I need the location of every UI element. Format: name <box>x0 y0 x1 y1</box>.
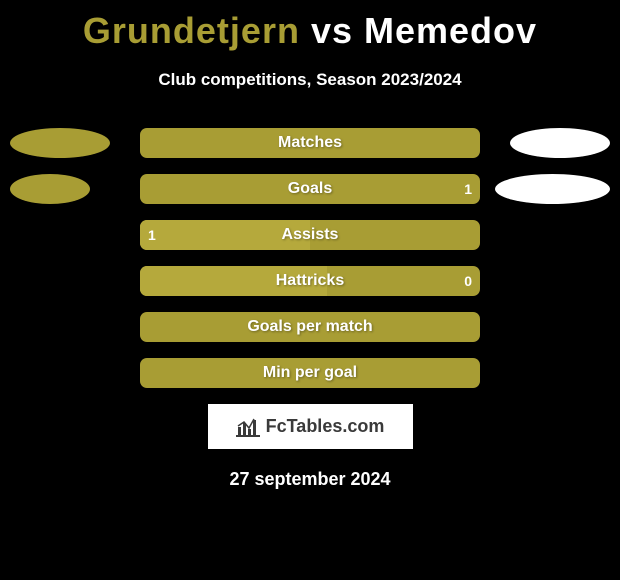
chart-icon <box>236 417 260 437</box>
right-ellipse <box>495 174 610 204</box>
logo-text: FcTables.com <box>266 416 385 437</box>
stat-row: Matches <box>0 128 620 158</box>
bar-label: Goals per match <box>247 318 372 335</box>
stat-bar: Hattricks 0 <box>140 266 480 296</box>
subtitle: Club competitions, Season 2023/2024 <box>0 70 620 90</box>
stat-bar: Goals per match <box>140 312 480 342</box>
stat-row: Hattricks 0 <box>0 266 620 296</box>
stats-area: Matches Goals 1 1 Assists Hattricks <box>0 128 620 388</box>
page-title: Grundetjern vs Memedov <box>0 0 620 52</box>
bar-value-right: 0 <box>464 266 472 296</box>
stat-bar: Matches <box>140 128 480 158</box>
title-player2: Memedov <box>364 10 537 51</box>
stat-row: 1 Assists <box>0 220 620 250</box>
stat-row: Min per goal <box>0 358 620 388</box>
stat-bar: Goals 1 <box>140 174 480 204</box>
bar-label: Hattricks <box>276 272 344 289</box>
bar-label: Goals <box>288 180 332 197</box>
bar-label: Min per goal <box>263 364 357 381</box>
title-player1: Grundetjern <box>83 10 300 51</box>
bar-value-left: 1 <box>148 220 156 250</box>
bar-value-right: 1 <box>464 174 472 204</box>
stat-row: Goals 1 <box>0 174 620 204</box>
bar-label: Matches <box>278 134 342 151</box>
date-label: 27 september 2024 <box>0 469 620 490</box>
title-vs: vs <box>311 10 353 51</box>
stat-bar: 1 Assists <box>140 220 480 250</box>
stat-row: Goals per match <box>0 312 620 342</box>
right-ellipse <box>510 128 610 158</box>
left-ellipse <box>10 174 90 204</box>
bar-label: Assists <box>282 226 339 243</box>
logo-box: FcTables.com <box>208 404 413 449</box>
left-ellipse <box>10 128 110 158</box>
stat-bar: Min per goal <box>140 358 480 388</box>
